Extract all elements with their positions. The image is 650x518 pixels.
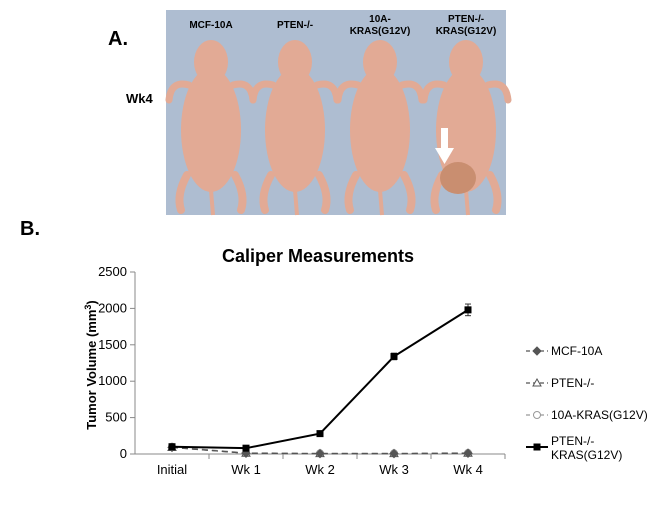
y-tick-label: 1500 — [98, 337, 127, 352]
mouse-head — [194, 40, 228, 84]
y-tick-label: 1000 — [98, 373, 127, 388]
mouse-2 — [249, 40, 341, 216]
mouse-label-3: 10A- KRAS(G12V) — [349, 14, 411, 37]
front-leg — [165, 80, 193, 104]
front-leg — [484, 80, 512, 104]
hind-leg — [231, 171, 247, 214]
mouse-tail — [293, 189, 299, 216]
arrow-icon — [435, 148, 454, 164]
mouse-label-2: PTEN-/- — [276, 20, 314, 31]
x-tick-label: Wk 1 — [231, 462, 261, 477]
mouse-label-4: PTEN-/- KRAS(G12V) — [435, 14, 497, 37]
data-point — [389, 448, 399, 459]
x-tick-label: Wk 4 — [453, 462, 483, 477]
mouse-body — [436, 68, 496, 192]
series-line — [171, 309, 469, 450]
data-point — [316, 430, 324, 438]
y-axis-label-superscript: 3 — [83, 305, 93, 310]
mouse-head — [363, 40, 397, 84]
data-point — [532, 346, 542, 356]
tumor — [440, 162, 476, 194]
front-leg — [420, 80, 448, 104]
data-point — [532, 377, 542, 387]
data-point — [390, 352, 398, 360]
series-4 — [168, 303, 472, 452]
data-point — [168, 443, 176, 451]
mouse-body — [350, 68, 410, 192]
data-point — [463, 448, 473, 458]
y-tick-label: 2500 — [98, 264, 127, 279]
mouse-label-1: MCF-10A — [189, 20, 233, 31]
y-tick-label: 500 — [105, 410, 127, 425]
legend-label: PTEN-/- — [551, 376, 594, 390]
legend-label: PTEN-/-KRAS(G12V) — [551, 434, 622, 462]
data-point — [315, 448, 325, 459]
front-leg — [334, 80, 362, 104]
legend-item-3: 10A-KRAS(G12V) — [526, 408, 648, 422]
y-tick-label: 0 — [120, 446, 127, 461]
y-axis-label: Tumor Volume (mm3) — [83, 300, 99, 430]
x-tick-label: Wk 2 — [305, 462, 335, 477]
hind-leg — [259, 171, 275, 214]
data-point — [533, 443, 541, 451]
panel-a-label: A. — [108, 28, 128, 50]
week-label: Wk4 — [126, 91, 153, 106]
y-axis-label-main: Tumor Volume (mm — [84, 310, 99, 430]
mouse-body — [181, 68, 241, 192]
mouse-3 — [334, 40, 426, 216]
series-1 — [167, 442, 473, 459]
legend-item-2: PTEN-/- — [526, 376, 594, 390]
hind-leg — [175, 171, 191, 214]
mouse-photo — [165, 10, 512, 216]
mouse-tail — [464, 189, 470, 216]
hind-leg — [400, 171, 416, 214]
y-tick-label: 2000 — [98, 300, 127, 315]
x-tick-label: Initial — [157, 462, 187, 477]
legend-item-1: MCF-10A — [526, 344, 602, 358]
front-leg — [249, 80, 277, 104]
legend-item-4: PTEN-/-KRAS(G12V) — [526, 434, 622, 462]
mouse-4 — [420, 40, 512, 216]
arrow-shaft — [441, 128, 448, 150]
mouse-head — [278, 40, 312, 84]
mouse-body — [265, 68, 325, 192]
panel-b-label: B. — [20, 218, 40, 240]
mouse-tail — [378, 189, 384, 216]
y-axis-label-close: ) — [84, 300, 99, 304]
data-point — [242, 444, 250, 452]
hind-leg — [315, 171, 331, 214]
mouse-head — [449, 40, 483, 84]
mouse-tail — [209, 189, 215, 216]
data-point — [464, 306, 472, 314]
mouse-1 — [165, 40, 257, 216]
x-tick-label: Wk 3 — [379, 462, 409, 477]
legend-label: 10A-KRAS(G12V) — [551, 408, 648, 422]
legend-label: MCF-10A — [551, 344, 602, 358]
data-point — [533, 411, 541, 419]
chart-title: Caliper Measurements — [222, 246, 414, 266]
hind-leg — [486, 171, 502, 214]
hind-leg — [344, 171, 360, 214]
